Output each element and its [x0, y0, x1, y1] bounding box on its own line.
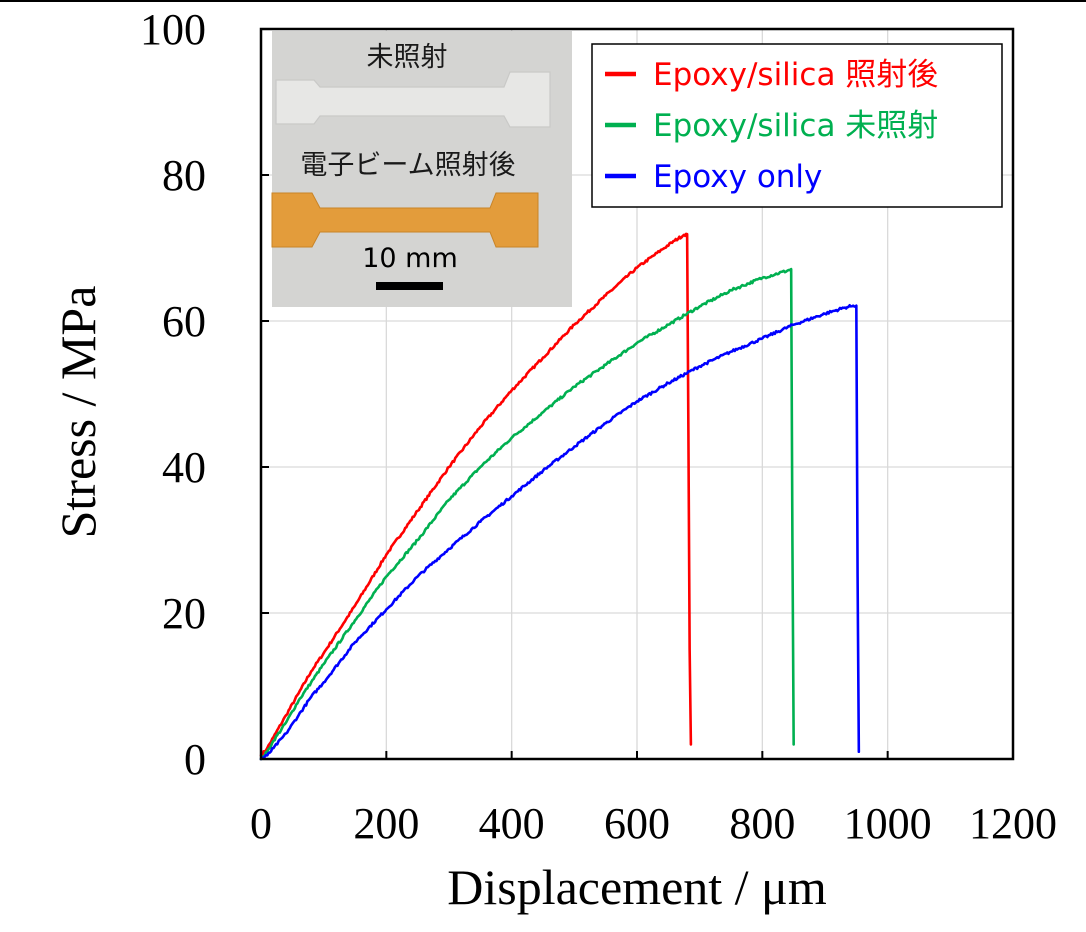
specimen-irradiated	[271, 192, 539, 248]
inset-label-irradiated: 電子ビーム照射後	[300, 150, 515, 181]
x-tick-label: 600	[604, 799, 670, 848]
y-tick-label: 100	[140, 5, 206, 54]
x-tick-label: 1000	[844, 799, 932, 848]
legend-box	[591, 43, 1003, 208]
x-tick-label: 200	[353, 799, 419, 848]
y-tick-label: 40	[162, 443, 206, 492]
x-axis-label: Displacement / μm	[447, 859, 827, 915]
scale-bar	[376, 282, 443, 290]
x-tick-label: 0	[250, 799, 272, 848]
inset-photo: 未照射 電子ビーム照射後 10 mm	[271, 31, 572, 307]
x-tick-label: 1200	[969, 799, 1057, 848]
y-tick-label: 60	[162, 297, 206, 346]
series-line-1	[259, 232, 693, 757]
x-tick-label: 400	[479, 799, 545, 848]
y-tick-label: 0	[184, 735, 206, 784]
scale-bar-label: 10 mm	[362, 243, 458, 274]
legend: Epoxy/silica 照射後 Epoxy/silica 未照射 Epoxy on…	[591, 43, 1003, 208]
specimen-unirradiated	[275, 71, 551, 128]
y-tick-labels: 0 20 40 60 80 100	[140, 5, 269, 784]
legend-label: Epoxy/silica 未照射	[653, 108, 938, 144]
legend-label: Epoxy only	[653, 159, 822, 195]
series-lines	[259, 232, 861, 761]
y-tick-label: 80	[162, 151, 206, 200]
x-tick-labels: 0 200 400 600 800 1000 1200	[250, 751, 1057, 848]
inset-label-unirradiated: 未照射	[367, 42, 448, 73]
y-tick-label: 20	[162, 589, 206, 638]
plot-frame	[259, 27, 1015, 761]
y-axis-label: Stress / MPa	[50, 286, 106, 539]
x-tick-label: 800	[729, 799, 795, 848]
legend-label: Epoxy/silica 照射後	[653, 57, 938, 93]
series-line-3	[259, 303, 861, 761]
series-line-2	[259, 267, 795, 761]
